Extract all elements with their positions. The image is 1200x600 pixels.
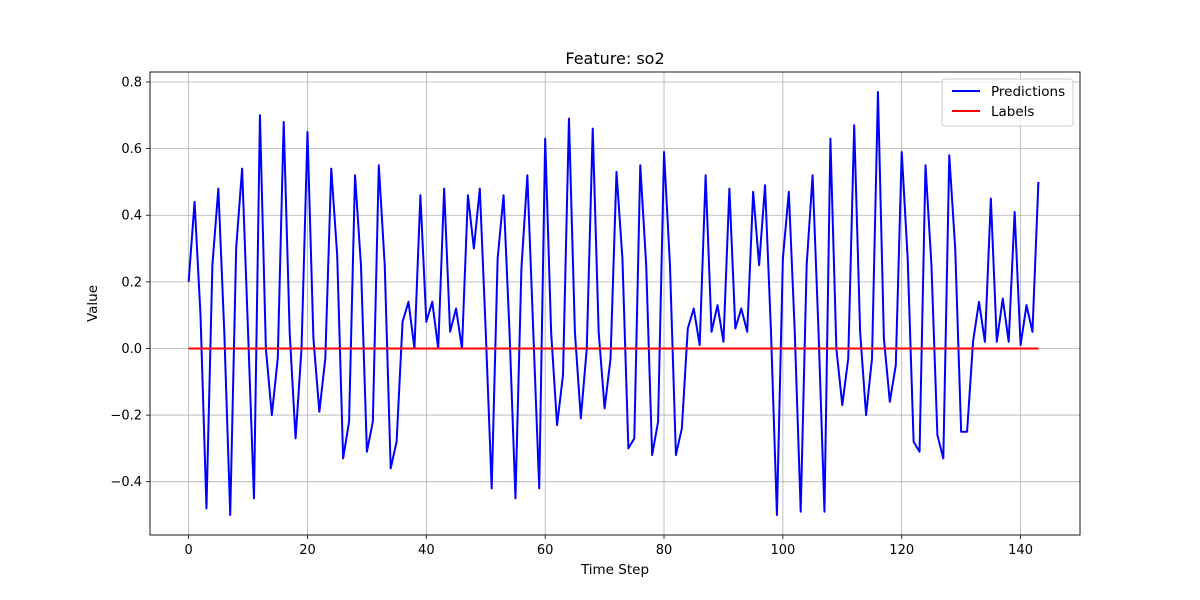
- x-tick-label: 100: [770, 543, 795, 558]
- legend-label-predictions: Predictions: [991, 84, 1065, 100]
- series-line-predictions: [187, 90, 1040, 517]
- legend: Predictions Labels: [941, 78, 1074, 127]
- y-tick-label: 0.8: [121, 75, 142, 90]
- y-tick-label: 0.4: [121, 209, 142, 224]
- series-lines: [187, 90, 1040, 517]
- y-tick-label: −0.4: [110, 475, 142, 490]
- x-tick-label: 60: [537, 543, 554, 558]
- x-tick-label: 0: [184, 543, 192, 558]
- x-tick-label: 80: [656, 543, 673, 558]
- x-axis-title: Time Step: [580, 562, 649, 578]
- plot-frame: [149, 71, 1081, 536]
- y-axis-title: Value: [85, 285, 101, 322]
- y-tick-label: 0.0: [121, 342, 142, 357]
- axis-ticks: 0 20 40 60 80 100 120 140 −0.4 −0.2 0.0 0.2 0.4 0.6 0.…: [110, 75, 1033, 558]
- x-tick-label: 120: [889, 543, 914, 558]
- y-tick-label: 0.6: [121, 142, 142, 157]
- chart-title: Feature: so2: [565, 49, 664, 68]
- y-tick-label: 0.2: [121, 275, 142, 290]
- y-tick-label: −0.2: [110, 409, 142, 424]
- x-tick-label: 40: [418, 543, 435, 558]
- x-tick-label: 140: [1008, 543, 1033, 558]
- x-tick-label: 20: [299, 543, 316, 558]
- legend-label-labels: Labels: [991, 104, 1034, 120]
